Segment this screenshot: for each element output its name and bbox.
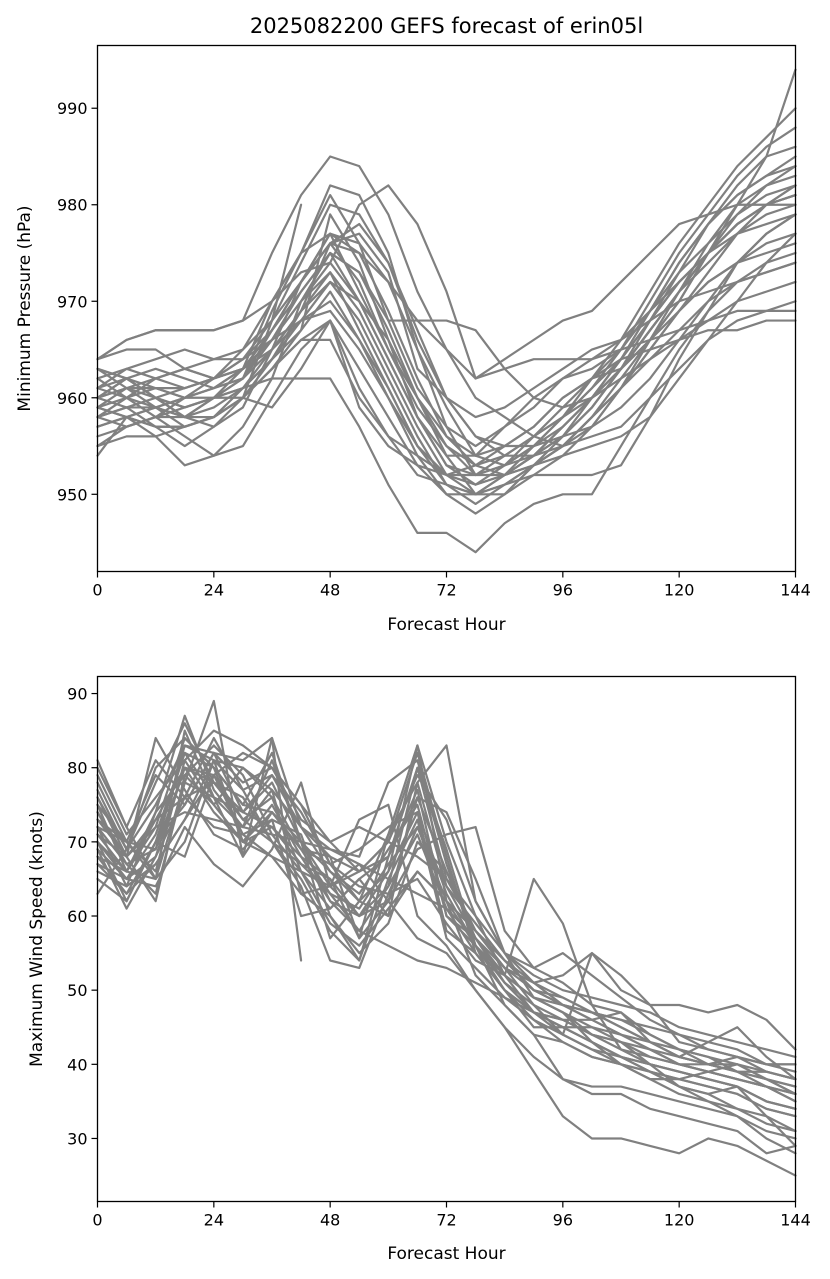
wind-ensemble-member-line <box>96 751 797 1103</box>
wind-x-ticks: 0 24 48 72 96 120 144 <box>92 1201 811 1230</box>
pressure-x-axis-label: Forecast Hour <box>387 615 505 635</box>
wind-axes: 0 24 48 72 96 120 144 30 40 50 60 70 80 90 Forecast … <box>27 675 811 1264</box>
wind-x-tick-label: 0 <box>92 1211 102 1230</box>
wind-y-tick-label: 60 <box>67 907 87 926</box>
wind-x-tick-label: 24 <box>204 1211 224 1230</box>
wind-y-tick-label: 30 <box>67 1129 87 1148</box>
wind-ensemble-member-line <box>96 759 797 1096</box>
wind-series-group <box>96 699 797 1177</box>
pressure-series-group <box>96 68 797 554</box>
wind-x-tick-label: 72 <box>436 1211 456 1230</box>
wind-ensemble-member-line <box>96 751 797 1058</box>
pressure-y-axis-label: Minimum Pressure (hPa) <box>15 205 35 411</box>
pressure-y-tick-label: 980 <box>57 196 88 215</box>
wind-x-axis-label: Forecast Hour <box>387 1244 505 1264</box>
wind-y-tick-label: 40 <box>67 1055 87 1074</box>
pressure-y-tick-label: 960 <box>57 389 88 408</box>
pressure-x-tick-label: 0 <box>92 581 102 600</box>
wind-y-tick-label: 80 <box>67 759 87 778</box>
pressure-x-tick-label: 96 <box>553 581 573 600</box>
chart-title: 2025082200 GEFS forecast of erin05l <box>250 14 643 38</box>
pressure-x-ticks: 0 24 48 72 96 120 144 <box>92 571 811 600</box>
pressure-y-tick-label: 990 <box>57 99 88 118</box>
wind-y-tick-label: 90 <box>67 685 87 704</box>
pressure-ensemble-member-line <box>96 68 797 457</box>
pressure-ensemble-member-line <box>96 165 797 457</box>
wind-ensemble-member-line <box>96 736 797 1051</box>
pressure-y-ticks: 950 960 970 980 990 <box>57 99 98 504</box>
wind-ensemble-member-line <box>96 766 797 1081</box>
wind-ensemble-member-line <box>96 781 797 1177</box>
pressure-ensemble-member-line <box>96 319 797 477</box>
pressure-ensemble-member-line <box>96 126 797 496</box>
wind-y-tick-label: 50 <box>67 981 87 1000</box>
pressure-x-tick-label: 72 <box>436 581 456 600</box>
pressure-y-tick-label: 970 <box>57 292 88 311</box>
wind-x-tick-label: 120 <box>664 1211 695 1230</box>
pressure-ensemble-member-line <box>96 213 797 496</box>
pressure-x-tick-label: 24 <box>204 581 224 600</box>
pressure-x-tick-label: 144 <box>780 581 811 600</box>
pressure-ensemble-member-line <box>96 203 303 448</box>
wind-y-axis-label: Maximum Wind Speed (knots) <box>27 811 47 1067</box>
wind-ensemble-member-line <box>96 774 797 1140</box>
wind-ensemble-member-line <box>96 736 303 962</box>
pressure-x-tick-label: 120 <box>664 581 695 600</box>
wind-x-tick-label: 96 <box>553 1211 573 1230</box>
pressure-ensemble-member-line <box>96 184 797 380</box>
wind-y-tick-label: 70 <box>67 833 87 852</box>
wind-x-tick-label: 144 <box>780 1211 811 1230</box>
pressure-x-tick-label: 48 <box>320 581 340 600</box>
pressure-axes: 0 24 48 72 96 120 144 950 960 970 980 990 Forecast… <box>15 44 811 635</box>
wind-ensemble-member-line <box>96 729 797 1073</box>
pressure-ensemble-member-line <box>96 242 797 390</box>
wind-x-tick-label: 48 <box>320 1211 340 1230</box>
wind-y-ticks: 30 40 50 60 70 80 90 <box>67 685 98 1148</box>
pressure-y-tick-label: 950 <box>57 485 88 504</box>
